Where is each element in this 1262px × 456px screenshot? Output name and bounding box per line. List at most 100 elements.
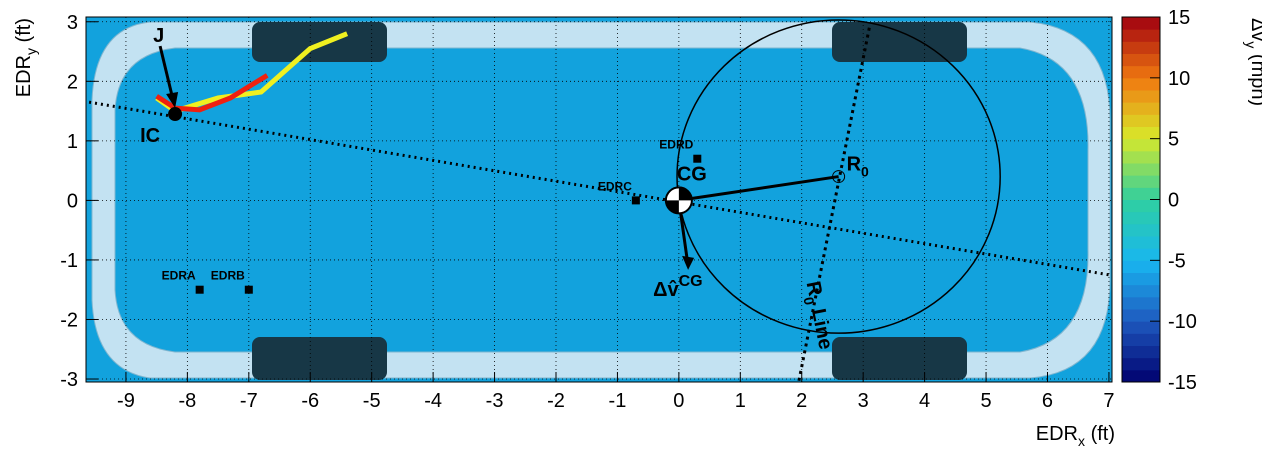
z-label-sub: y: [1243, 41, 1259, 48]
colorbar-band: [1122, 309, 1160, 322]
edr-marker: [631, 196, 640, 205]
y-tick-label: 1: [67, 131, 78, 153]
delta-v-label: Δv̂CG: [653, 273, 703, 301]
colorbar-band: [1122, 333, 1160, 346]
cg-label: CG: [677, 163, 707, 185]
x-label-unit: (ft): [1091, 423, 1115, 445]
colorbar-band: [1122, 90, 1160, 103]
r0-label: R0: [847, 154, 869, 180]
r0-circle: [676, 19, 1001, 334]
x-tick-label: 7: [1103, 390, 1114, 412]
edr-marker: [244, 285, 253, 294]
edr-label: EDRC: [598, 179, 632, 193]
colorbar-band: [1122, 345, 1160, 359]
y-label-unit: (ft): [13, 18, 35, 42]
cg-r0-segment: [678, 175, 839, 202]
z-tick-label: 5: [1168, 129, 1179, 151]
edr-label: EDRA: [162, 269, 196, 283]
y-tick-label: -3: [60, 369, 78, 391]
edr-label: EDRD: [659, 138, 693, 152]
x-label-sub: x: [1078, 433, 1085, 449]
x-tick-label: -1: [609, 390, 627, 412]
y-tick-label: 2: [67, 71, 78, 93]
z-tick-label: 10: [1168, 68, 1190, 90]
colorbar-band: [1122, 187, 1160, 200]
colorbar-band: [1122, 17, 1160, 30]
r0-label-sub: 0: [861, 164, 869, 180]
x-tick-label: -5: [363, 390, 381, 412]
y-tick-label: -2: [60, 309, 78, 331]
colorbar-band: [1122, 65, 1160, 79]
r0-line-sub: 0: [800, 296, 817, 307]
colorbar-band: [1122, 138, 1160, 152]
colorbar-band: [1122, 369, 1160, 383]
x-tick-label: -2: [547, 390, 565, 412]
colorbar-band: [1122, 211, 1160, 225]
j-label: J: [153, 25, 164, 47]
y-label-sub: y: [23, 48, 39, 55]
y-label-main: EDR: [13, 55, 35, 97]
x-tick-label: -8: [178, 390, 196, 412]
x-tick-label: 2: [796, 390, 807, 412]
y-tick-label: 0: [67, 190, 78, 212]
colorbar-band: [1122, 41, 1160, 54]
delta-v-sup: CG: [679, 273, 703, 290]
trajectory-line: [155, 73, 269, 113]
colorbar-band: [1122, 223, 1160, 237]
car-background: [86, 17, 1112, 382]
colorbar-band: [1122, 248, 1160, 261]
ic-label: IC: [140, 125, 160, 147]
x-tick-label: 1: [735, 390, 746, 412]
x-tick-label: -6: [301, 390, 319, 412]
r0-line-r: R: [802, 279, 827, 298]
j-arrow: [158, 45, 175, 101]
colorbar-band: [1122, 357, 1160, 371]
z-tick-label: -15: [1168, 372, 1197, 394]
x-tick-label: -3: [486, 390, 504, 412]
x-tick-label: -9: [117, 390, 135, 412]
z-tick-label: 0: [1168, 190, 1179, 212]
x-tick-label: 4: [919, 390, 930, 412]
colorbar-band: [1122, 114, 1160, 127]
colorbar-band: [1122, 29, 1160, 42]
x-tick-label: 3: [858, 390, 869, 412]
x-axis-label: EDRx (ft): [1036, 423, 1115, 449]
x-tick-label: -4: [424, 390, 442, 412]
arrow-head: [682, 255, 695, 270]
y-tick-label: -1: [60, 250, 78, 272]
delta-v-main: Δv̂: [653, 279, 679, 301]
colorbar-band: [1122, 102, 1160, 115]
colorbar-band: [1122, 175, 1160, 188]
edr-label: EDRB: [211, 269, 245, 283]
z-tick-label: -10: [1168, 311, 1197, 333]
cg-quadrants: [665, 187, 692, 214]
y-axis-label: EDRy (ft): [13, 18, 39, 97]
colorbar-band: [1122, 150, 1160, 164]
x-tick-label: 5: [980, 390, 991, 412]
x-tick-label: -7: [240, 390, 258, 412]
z-label-unit: (mph): [1247, 54, 1262, 106]
colorbar-band: [1122, 236, 1160, 249]
x-tick-label: 0: [673, 390, 684, 412]
colorbar-band: [1122, 296, 1160, 310]
edr-marker: [195, 285, 204, 294]
ic-marker: [168, 107, 183, 122]
z-tick-label: -5: [1168, 250, 1186, 272]
edr-marker: [693, 154, 702, 163]
colorbar-band: [1122, 284, 1160, 298]
colorbar-band: [1122, 199, 1160, 213]
r0-point: [832, 170, 846, 184]
z-label-main: Δv: [1247, 18, 1262, 41]
colorbar-band: [1122, 53, 1160, 67]
r0-label-r: R: [847, 154, 862, 176]
r0-line: [797, 27, 871, 382]
y-tick-label: 3: [67, 12, 78, 34]
colorbar-band: [1122, 77, 1160, 91]
z-tick-label: 15: [1168, 7, 1190, 29]
arrow-head: [166, 92, 179, 109]
colorbar-band: [1122, 272, 1160, 286]
ic-line: [88, 100, 1110, 277]
colorbar-band: [1122, 260, 1160, 273]
colorbar-label: Δvy (mph): [1243, 18, 1262, 106]
